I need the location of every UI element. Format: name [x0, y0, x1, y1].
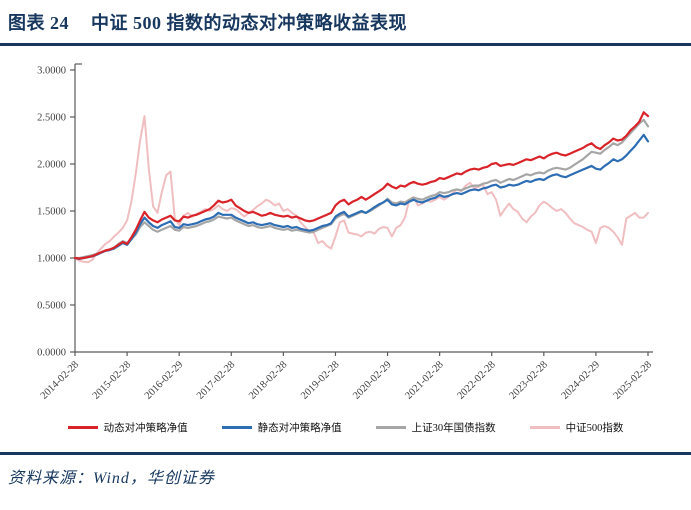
figure-number: 图表 24	[8, 13, 69, 33]
gray-line-swatch	[375, 425, 406, 429]
svg-text:2015-02-28: 2015-02-28	[91, 359, 133, 401]
svg-text:0.0000: 0.0000	[37, 348, 66, 359]
svg-text:2020-02-29: 2020-02-29	[351, 359, 393, 401]
svg-text:2014-02-28: 2014-02-28	[39, 359, 81, 401]
legend-item-treasury-index: 上证30年国债指数	[375, 420, 496, 435]
bottom-divider	[0, 452, 691, 455]
line-chart: 0.0000 0.5000 1.0000 1.5000 2.0000 2.5000 3.00…	[37, 63, 654, 402]
svg-text:2022-02-28: 2022-02-28	[455, 359, 497, 401]
svg-text:2.5000: 2.5000	[37, 113, 66, 124]
legend-label: 上证30年国债指数	[411, 422, 496, 434]
svg-text:3.0000: 3.0000	[37, 66, 66, 77]
svg-text:2025-02-28: 2025-02-28	[612, 359, 654, 401]
svg-text:2021-02-28: 2021-02-28	[403, 359, 445, 401]
blue-line-swatch	[221, 425, 252, 429]
legend-label: 静态对冲策略净值	[257, 422, 342, 434]
svg-text:2017-02-28: 2017-02-28	[195, 359, 237, 401]
pink-line-swatch	[529, 425, 560, 429]
chart-legend: 动态对冲策略净值 静态对冲策略净值 上证30年国债指数 中证500指数	[0, 418, 691, 436]
legend-item-static-hedge: 静态对冲策略净值	[221, 420, 342, 435]
legend-item-csi500-index: 中证500指数	[529, 420, 624, 435]
svg-text:2024-02-29: 2024-02-29	[560, 359, 602, 401]
svg-text:2016-02-29: 2016-02-29	[143, 359, 185, 401]
svg-text:2019-02-28: 2019-02-28	[299, 359, 341, 401]
legend-label: 中证500指数	[565, 422, 624, 434]
legend-label: 动态对冲策略净值	[103, 422, 188, 434]
svg-text:1.0000: 1.0000	[37, 254, 66, 265]
figure-title: 图表 24 中证 500 指数的动态对冲策略收益表现	[0, 0, 691, 35]
svg-text:2018-02-28: 2018-02-28	[247, 359, 289, 401]
svg-text:2.0000: 2.0000	[37, 160, 66, 171]
red-line-swatch	[67, 425, 98, 429]
svg-text:2023-02-28: 2023-02-28	[508, 359, 550, 401]
figure-title-text: 中证 500 指数的动态对冲策略收益表现	[91, 13, 407, 33]
svg-text:1.5000: 1.5000	[37, 207, 66, 218]
data-source: 资料来源：Wind，华创证券	[8, 470, 215, 487]
legend-item-dynamic-hedge: 动态对冲策略净值	[67, 420, 188, 435]
top-divider	[0, 43, 691, 46]
svg-text:0.5000: 0.5000	[37, 301, 66, 312]
